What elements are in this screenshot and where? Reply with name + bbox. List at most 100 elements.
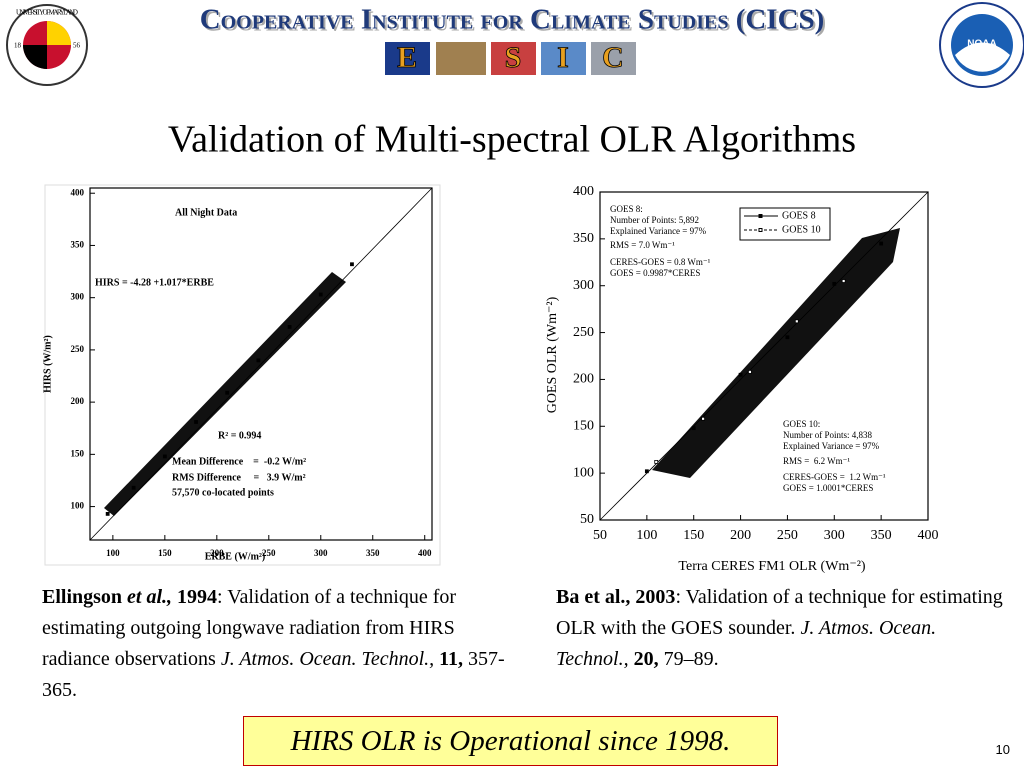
point xyxy=(644,469,649,474)
x-tick-label: 250 xyxy=(777,528,798,543)
point xyxy=(832,281,837,286)
caption-text: 20, xyxy=(628,648,659,670)
x-tick-label: 300 xyxy=(824,528,845,543)
point xyxy=(841,279,846,283)
x-tick-label: 300 xyxy=(314,548,328,558)
point xyxy=(318,292,323,297)
one-to-one-line xyxy=(599,191,929,521)
point xyxy=(748,370,752,374)
x-tick-label: 100 xyxy=(106,548,120,558)
point xyxy=(194,420,198,424)
annotation: CERES-GOES = 0.8 Wm⁻¹ xyxy=(610,257,711,267)
point xyxy=(131,485,136,490)
y-tick-label: 50 xyxy=(580,512,594,527)
legend-box xyxy=(739,207,831,241)
one-to-one-line xyxy=(89,187,433,541)
caption-text: J. Atmos. Ocean. Technol., xyxy=(556,617,937,670)
point xyxy=(225,390,230,395)
annotation: RMS = 7.0 Wm⁻¹ xyxy=(610,240,675,250)
legend-marker xyxy=(758,214,763,218)
caption-text: Ba et al., 2003 xyxy=(556,586,676,608)
x-axis-label: Terra CERES FM1 OLR (Wm⁻²) xyxy=(678,559,865,574)
esic-letter: C xyxy=(602,41,624,74)
point xyxy=(691,426,696,431)
caption-text: Ellingson xyxy=(42,586,128,608)
x-tick-label: 400 xyxy=(418,548,432,558)
esic-banner xyxy=(385,42,636,75)
point xyxy=(287,325,292,329)
noaa-logo: NOAA xyxy=(939,2,1024,88)
legend-marker xyxy=(758,228,763,232)
point xyxy=(738,372,743,377)
x-tick-label: 200 xyxy=(210,548,224,558)
caption-text: 79–89. xyxy=(658,648,719,670)
esic-letter: I xyxy=(557,41,569,74)
point xyxy=(785,335,790,340)
x-tick-label: 50 xyxy=(593,528,607,543)
logo-text: NOAA xyxy=(967,39,996,50)
annotation: RMS = 6.2 Wm⁻¹ xyxy=(783,456,850,466)
annotation: Mean Difference = -0.2 W/m² xyxy=(172,456,306,467)
caption-text: 11, xyxy=(434,648,464,670)
x-tick-label: 150 xyxy=(158,548,172,558)
point xyxy=(794,319,799,324)
point-cloud xyxy=(652,228,900,478)
plot-title: All Night Data xyxy=(175,207,237,218)
annotation: GOES = 1.0001*CERES xyxy=(783,483,873,493)
x-tick-label: 350 xyxy=(871,528,892,543)
y-tick-label: 200 xyxy=(573,372,594,387)
x-tick-label: 400 xyxy=(918,528,939,543)
caption-text: 357-365. xyxy=(42,648,505,701)
y-axis-label: GOES OLR (Wm⁻²) xyxy=(545,296,560,413)
figure-frame xyxy=(44,184,441,566)
legend-label: GOES 10 xyxy=(782,224,821,235)
y-tick-label: 100 xyxy=(573,465,594,480)
caption-text: et al., xyxy=(127,586,173,608)
annotation: Number of Points: 5,892 xyxy=(610,215,699,225)
esic-letter: E xyxy=(397,41,417,74)
y-tick-label: 400 xyxy=(573,184,594,199)
annotation: 57,570 co-located points xyxy=(172,487,274,498)
y-tick-label: 150 xyxy=(71,448,85,458)
caption-text: 1994 xyxy=(172,586,218,608)
x-tick-label: 250 xyxy=(262,548,276,558)
caption: Ellingson et al., 1994: Validation of a … xyxy=(42,582,512,706)
y-axis-label: HIRS (W/m²) xyxy=(42,335,53,393)
annotation: Explained Variance = 97% xyxy=(783,441,880,451)
header-title: Cooperative Institute for Climate Studie… xyxy=(200,4,825,36)
point xyxy=(162,454,167,459)
annotation: R² = 0.994 xyxy=(218,430,261,441)
caption: Ba et al., 2003: Validation of a techniq… xyxy=(556,582,1006,675)
legend-label: GOES 8 xyxy=(782,210,816,221)
slide-title: Validation of Multi-spectral OLR Algorit… xyxy=(168,119,856,161)
y-tick-label: 300 xyxy=(573,278,594,293)
annotation: CERES-GOES = 1.2 Wm⁻¹ xyxy=(783,472,886,482)
x-tick-label: 100 xyxy=(636,528,657,543)
y-tick-label: 150 xyxy=(573,419,594,434)
y-tick-label: 250 xyxy=(573,325,594,340)
umd-logo: UNIVERSITY OF MARYLAND 18 56 xyxy=(6,4,88,86)
point xyxy=(256,358,261,363)
logo-text: UNIVERSITY OF MARYLAND xyxy=(16,9,78,17)
point xyxy=(350,262,354,267)
caption-text: : Validation of a technique for estimati… xyxy=(556,586,1003,639)
page-number: 10 xyxy=(995,742,1010,757)
annotation: GOES 8: xyxy=(610,204,643,214)
plot-frame xyxy=(599,191,929,521)
x-tick-label: 200 xyxy=(730,528,751,543)
plot-frame xyxy=(89,187,433,541)
annotation: HIRS = -4.28 +1.017*ERBE xyxy=(95,277,214,288)
y-tick-label: 250 xyxy=(71,344,85,354)
y-tick-label: 400 xyxy=(71,187,85,197)
x-tick-label: 350 xyxy=(366,548,380,558)
logo-year: 18 xyxy=(14,42,22,50)
x-tick-label: 150 xyxy=(683,528,704,543)
esic-letter: S xyxy=(505,41,522,74)
logo-year: 56 xyxy=(73,42,81,50)
caption-text: J. Atmos. Ocean. Technol., xyxy=(220,648,435,670)
annotation: RMS Difference = 3.9 W/m² xyxy=(172,472,306,483)
y-tick-label: 350 xyxy=(573,231,594,246)
annotation: Number of Points: 4,838 xyxy=(783,430,872,440)
